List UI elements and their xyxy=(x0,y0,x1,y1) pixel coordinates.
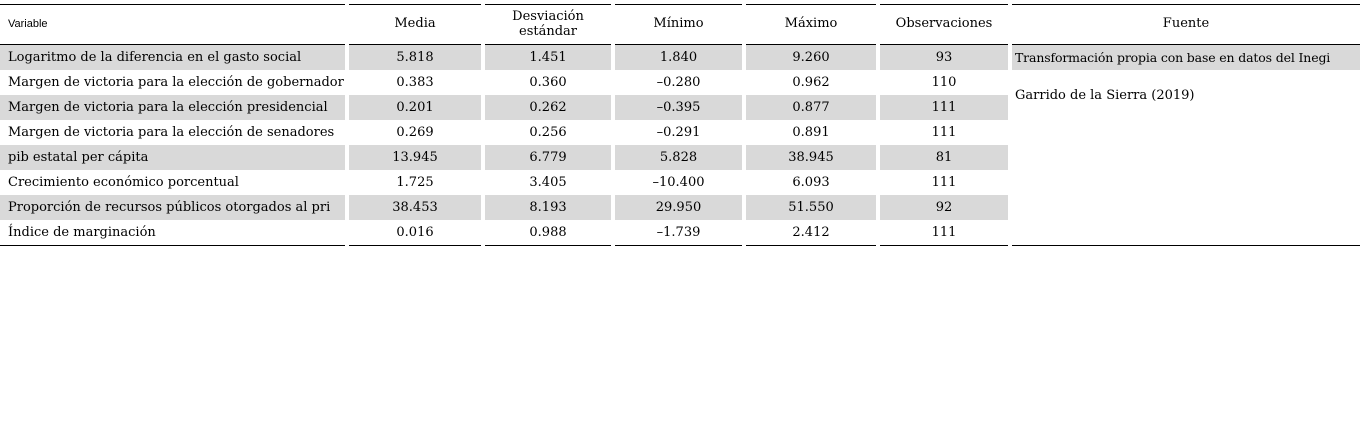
table-cell: 111 xyxy=(931,125,957,140)
column-header-minimo: Mínimo xyxy=(615,4,742,45)
column-minimo: Mínimo 1.840 –0.280 –0.395 –0.291 5.828 … xyxy=(615,4,742,246)
table-cell: 0.360 xyxy=(529,75,567,90)
table-cell: –0.395 xyxy=(615,95,742,120)
table-cell: 6.779 xyxy=(485,145,611,170)
table-cell: Logaritmo de la diferencia en el gasto s… xyxy=(0,45,345,70)
table-cell: 1.840 xyxy=(615,45,742,70)
fuente-cell-garrido: Garrido de la Sierra (2019) xyxy=(1015,87,1195,103)
table-cell: 13.945 xyxy=(349,145,481,170)
table-cell: 1.451 xyxy=(485,45,611,70)
table-cell: 38.945 xyxy=(746,145,876,170)
table-cell: 111 xyxy=(931,175,957,190)
table-cell: 93 xyxy=(880,45,1008,70)
column-header-media: Media xyxy=(349,4,481,45)
fuente-empty-area xyxy=(1012,120,1360,245)
table-cell: 38.453 xyxy=(349,195,481,220)
column-header-maximo: Máximo xyxy=(746,4,876,45)
table-cell: 81 xyxy=(880,145,1008,170)
table-cell: 8.193 xyxy=(485,195,611,220)
table-cell: 111 xyxy=(931,225,957,240)
table-cell: 0.269 xyxy=(396,125,434,140)
table-cell: pib estatal per cápita xyxy=(0,145,345,170)
table-cell: 3.405 xyxy=(529,175,567,190)
table-cell: –0.280 xyxy=(656,75,701,90)
table-cell: 0.016 xyxy=(396,225,434,240)
table-cell: Margen de victoria para la elección de s… xyxy=(8,125,335,140)
table-cell: 51.550 xyxy=(746,195,876,220)
table-cell: Índice de marginación xyxy=(8,225,156,240)
table-cell: –0.291 xyxy=(656,125,701,140)
column-fuente: Fuente Transformación propia con base en… xyxy=(1012,4,1360,246)
descriptive-statistics-table: Variable Logaritmo de la diferencia en e… xyxy=(0,4,1360,246)
table-cell: 0.201 xyxy=(349,95,481,120)
table-cell: 29.950 xyxy=(615,195,742,220)
table-cell: 5.818 xyxy=(349,45,481,70)
table-cell: 0.988 xyxy=(529,225,567,240)
column-media: Media 5.818 0.383 0.201 0.269 13.945 1.7… xyxy=(349,4,481,246)
table-cell: 0.891 xyxy=(792,125,830,140)
table-cell: –1.739 xyxy=(656,225,701,240)
column-observaciones: Observaciones 93 110 111 111 81 111 92 1… xyxy=(880,4,1008,246)
fuente-cell-inegi: Transformación propia con base en datos … xyxy=(1012,45,1360,70)
table-cell: 0.877 xyxy=(746,95,876,120)
table-cell: 92 xyxy=(880,195,1008,220)
table-cell: 0.383 xyxy=(396,75,434,90)
column-variable: Variable Logaritmo de la diferencia en e… xyxy=(0,4,345,246)
table-cell: Proporción de recursos públicos otorgado… xyxy=(0,195,345,220)
table-cell: Margen de victoria para la elección pres… xyxy=(0,95,345,120)
table-cell: –10.400 xyxy=(652,175,705,190)
table-cell: 1.725 xyxy=(396,175,434,190)
table-cell: 6.093 xyxy=(792,175,830,190)
table-cell: Margen de victoria para la elección de g… xyxy=(8,75,344,90)
column-header-variable: Variable xyxy=(0,4,345,45)
column-maximo: Máximo 9.260 0.962 0.877 0.891 38.945 6.… xyxy=(746,4,876,246)
table-cell: 5.828 xyxy=(615,145,742,170)
table-cell: 0.262 xyxy=(485,95,611,120)
column-header-observaciones: Observaciones xyxy=(880,4,1008,45)
column-header-desviacion-estandar: Desviación estándar xyxy=(485,4,611,45)
table-cell: 111 xyxy=(880,95,1008,120)
table-cell: 2.412 xyxy=(792,225,830,240)
table-cell: Crecimiento económico porcentual xyxy=(8,175,239,190)
table-cell: 110 xyxy=(931,75,957,90)
column-desviacion-estandar: Desviación estándar 1.451 0.360 0.262 0.… xyxy=(485,4,611,246)
table-cell: 0.962 xyxy=(792,75,830,90)
table-cell: 9.260 xyxy=(746,45,876,70)
column-header-fuente: Fuente xyxy=(1012,4,1360,45)
table-cell: 0.256 xyxy=(529,125,567,140)
